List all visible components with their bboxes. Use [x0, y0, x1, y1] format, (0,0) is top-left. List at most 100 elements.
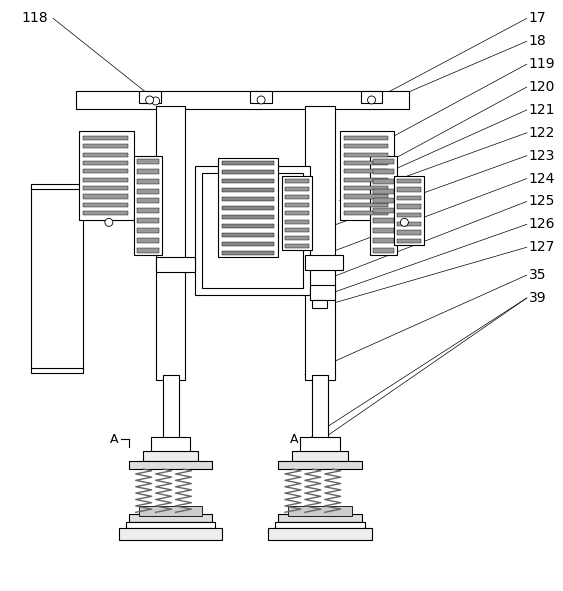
Bar — [83, 136, 128, 140]
Bar — [222, 233, 274, 237]
Bar — [151, 437, 190, 452]
Bar — [343, 136, 388, 140]
Text: 124: 124 — [529, 171, 555, 186]
Text: 121: 121 — [529, 103, 555, 117]
Bar — [373, 168, 395, 174]
Bar — [137, 189, 159, 193]
Bar — [285, 203, 309, 207]
Bar — [285, 236, 309, 240]
Text: 18: 18 — [529, 34, 547, 48]
Bar — [373, 199, 395, 203]
Text: A: A — [289, 433, 298, 446]
Bar — [397, 187, 421, 191]
Bar — [285, 195, 309, 199]
Bar — [83, 178, 128, 182]
Bar — [343, 194, 388, 199]
Bar — [138, 91, 160, 103]
Bar — [250, 91, 272, 103]
Bar — [137, 178, 159, 184]
Bar — [285, 244, 309, 248]
Bar — [155, 257, 195, 272]
Circle shape — [105, 219, 113, 226]
Bar — [397, 239, 421, 243]
Text: 17: 17 — [529, 11, 547, 25]
Bar — [397, 204, 421, 209]
Bar — [83, 169, 128, 174]
Bar — [343, 178, 388, 182]
Text: 39: 39 — [529, 291, 547, 305]
Bar — [373, 248, 395, 253]
Bar — [222, 188, 274, 192]
Bar — [134, 155, 162, 255]
Circle shape — [146, 96, 154, 104]
Bar — [222, 251, 274, 255]
Bar — [312, 300, 327, 308]
Text: 123: 123 — [529, 149, 555, 163]
Bar — [397, 230, 421, 235]
Bar — [343, 169, 388, 174]
Bar — [137, 199, 159, 203]
Bar — [129, 461, 212, 469]
Bar — [137, 168, 159, 174]
Bar — [222, 170, 274, 174]
Text: 122: 122 — [529, 126, 555, 140]
Bar — [222, 178, 274, 183]
Bar — [397, 213, 421, 217]
Bar — [285, 187, 309, 191]
Bar — [83, 161, 128, 165]
Bar — [275, 522, 365, 528]
Bar — [126, 522, 215, 528]
Bar — [285, 212, 309, 216]
Bar — [222, 215, 274, 219]
Bar — [305, 106, 335, 379]
Bar — [395, 176, 425, 245]
Bar — [83, 186, 128, 190]
Bar — [83, 203, 128, 207]
Text: 120: 120 — [529, 80, 555, 94]
Bar — [397, 222, 421, 226]
Bar — [343, 144, 388, 148]
Bar — [79, 131, 134, 220]
Text: A: A — [110, 433, 119, 446]
Bar — [373, 209, 395, 213]
Bar — [222, 161, 274, 165]
Bar — [343, 211, 388, 215]
Bar — [343, 186, 388, 190]
Bar — [137, 238, 159, 243]
Bar — [343, 161, 388, 165]
Bar — [343, 152, 388, 157]
Bar — [31, 184, 83, 189]
Bar — [373, 238, 395, 243]
Bar — [83, 144, 128, 148]
Bar — [222, 197, 274, 201]
Bar — [129, 514, 212, 522]
Bar — [195, 165, 310, 295]
Bar — [119, 528, 222, 540]
Bar — [83, 211, 128, 215]
Bar — [285, 219, 309, 223]
Bar — [83, 194, 128, 199]
Text: 35: 35 — [529, 268, 546, 282]
Bar — [31, 368, 83, 372]
Text: 118: 118 — [21, 11, 48, 25]
Bar — [339, 131, 395, 220]
Bar — [222, 242, 274, 246]
Bar — [373, 219, 395, 223]
Bar — [137, 219, 159, 223]
Text: 127: 127 — [529, 240, 555, 254]
Bar — [373, 158, 395, 164]
Bar — [397, 178, 421, 183]
Bar — [369, 155, 397, 255]
Bar — [373, 228, 395, 233]
Bar — [288, 506, 352, 516]
Bar — [282, 176, 312, 250]
Text: 119: 119 — [529, 57, 555, 71]
Bar — [222, 206, 274, 210]
Bar — [83, 152, 128, 157]
Bar — [218, 158, 278, 257]
Bar — [31, 186, 83, 369]
Bar — [137, 228, 159, 233]
Circle shape — [368, 96, 376, 104]
Bar — [285, 178, 309, 183]
Bar — [397, 196, 421, 200]
